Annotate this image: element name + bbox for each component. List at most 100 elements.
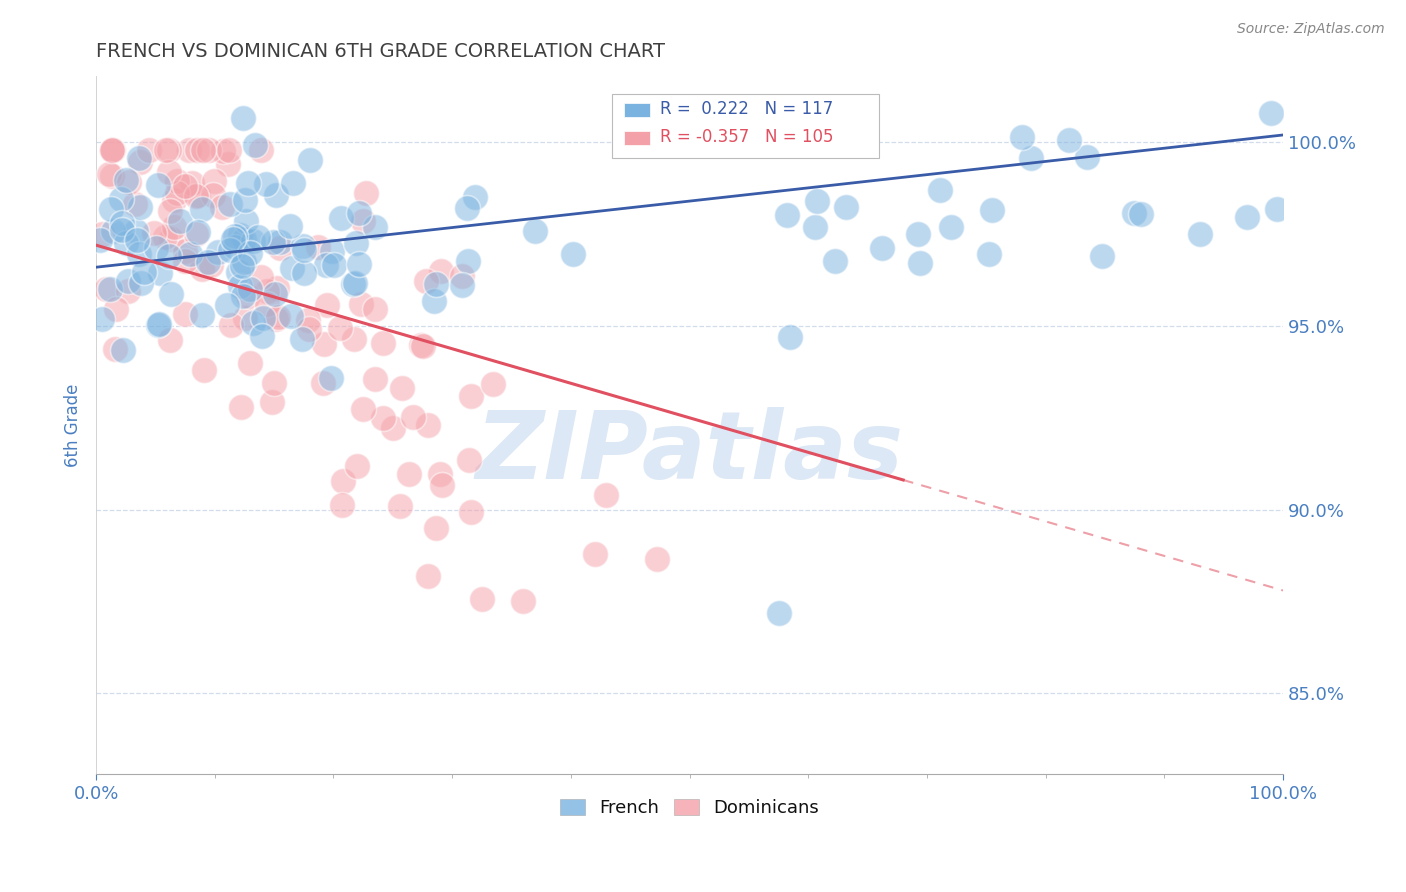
Point	[264, 311, 287, 326]
Point	[111, 216, 134, 230]
Point	[343, 276, 366, 290]
Point	[409, 338, 432, 352]
Point	[977, 247, 1000, 261]
Point	[166, 186, 188, 200]
Point	[236, 176, 259, 190]
Point	[363, 302, 385, 317]
Point	[347, 206, 370, 220]
Point	[249, 270, 271, 285]
Point	[806, 194, 828, 208]
Point	[200, 258, 222, 272]
FancyBboxPatch shape	[624, 103, 651, 117]
Point	[779, 330, 801, 344]
FancyBboxPatch shape	[613, 94, 879, 158]
Text: FRENCH VS DOMINICAN 6TH GRADE CORRELATION CHART: FRENCH VS DOMINICAN 6TH GRADE CORRELATIO…	[96, 42, 665, 61]
Point	[115, 173, 138, 187]
Point	[1059, 132, 1081, 146]
Point	[432, 478, 454, 492]
Point	[1188, 227, 1211, 242]
Point	[347, 257, 370, 271]
Point	[149, 267, 172, 281]
Point	[142, 226, 165, 240]
Point	[939, 220, 962, 235]
Point	[187, 225, 209, 239]
Point	[429, 264, 451, 278]
Point	[292, 266, 315, 280]
Point	[804, 220, 827, 235]
Point	[280, 219, 302, 234]
Point	[460, 504, 482, 518]
Point	[242, 316, 264, 330]
Point	[981, 202, 1004, 217]
Point	[219, 244, 242, 258]
Point	[266, 281, 288, 295]
Point	[187, 188, 209, 202]
Point	[98, 282, 121, 296]
Point	[145, 241, 167, 255]
Point	[908, 256, 931, 270]
Point	[101, 143, 124, 157]
Point	[159, 204, 181, 219]
Point	[776, 208, 799, 222]
Point	[256, 285, 278, 299]
Point	[247, 230, 270, 244]
Point	[332, 474, 354, 488]
Point	[233, 193, 256, 207]
Point	[364, 219, 387, 234]
Point	[1076, 150, 1098, 164]
Point	[1129, 207, 1152, 221]
Point	[232, 232, 254, 246]
Point	[148, 318, 170, 332]
Point	[292, 243, 315, 257]
Point	[561, 247, 583, 261]
Point	[458, 452, 481, 467]
Point	[184, 227, 207, 242]
Point	[1019, 151, 1042, 165]
Point	[456, 201, 478, 215]
Point	[173, 307, 195, 321]
Point	[91, 311, 114, 326]
Point	[425, 521, 447, 535]
Point	[197, 255, 219, 269]
Point	[928, 183, 950, 197]
Point	[350, 297, 373, 311]
Point	[101, 143, 124, 157]
Point	[236, 289, 259, 303]
Point	[110, 192, 132, 206]
Point	[202, 188, 225, 202]
Point	[583, 547, 606, 561]
Point	[191, 308, 214, 322]
Point	[425, 277, 447, 292]
Point	[264, 287, 287, 301]
Point	[423, 293, 446, 308]
Point	[263, 376, 285, 391]
Point	[159, 231, 181, 245]
Point	[371, 335, 394, 350]
Point	[291, 332, 314, 346]
Point	[281, 260, 304, 275]
Point	[228, 265, 250, 279]
Point	[363, 372, 385, 386]
Point	[191, 262, 214, 277]
Point	[254, 178, 277, 192]
Point	[907, 227, 929, 241]
Point	[346, 459, 368, 474]
Point	[352, 402, 374, 417]
Point	[824, 254, 846, 268]
Point	[352, 213, 374, 227]
Point	[344, 235, 367, 250]
Point	[314, 337, 336, 351]
Point	[127, 233, 149, 247]
Point	[1265, 202, 1288, 216]
Point	[342, 277, 364, 291]
Point	[212, 144, 235, 158]
Point	[159, 333, 181, 347]
Point	[321, 244, 343, 258]
Point	[229, 227, 252, 242]
Point	[132, 264, 155, 278]
Point	[264, 187, 287, 202]
Point	[235, 214, 257, 228]
Point	[129, 200, 152, 214]
Point	[114, 235, 136, 250]
Point	[316, 298, 339, 312]
